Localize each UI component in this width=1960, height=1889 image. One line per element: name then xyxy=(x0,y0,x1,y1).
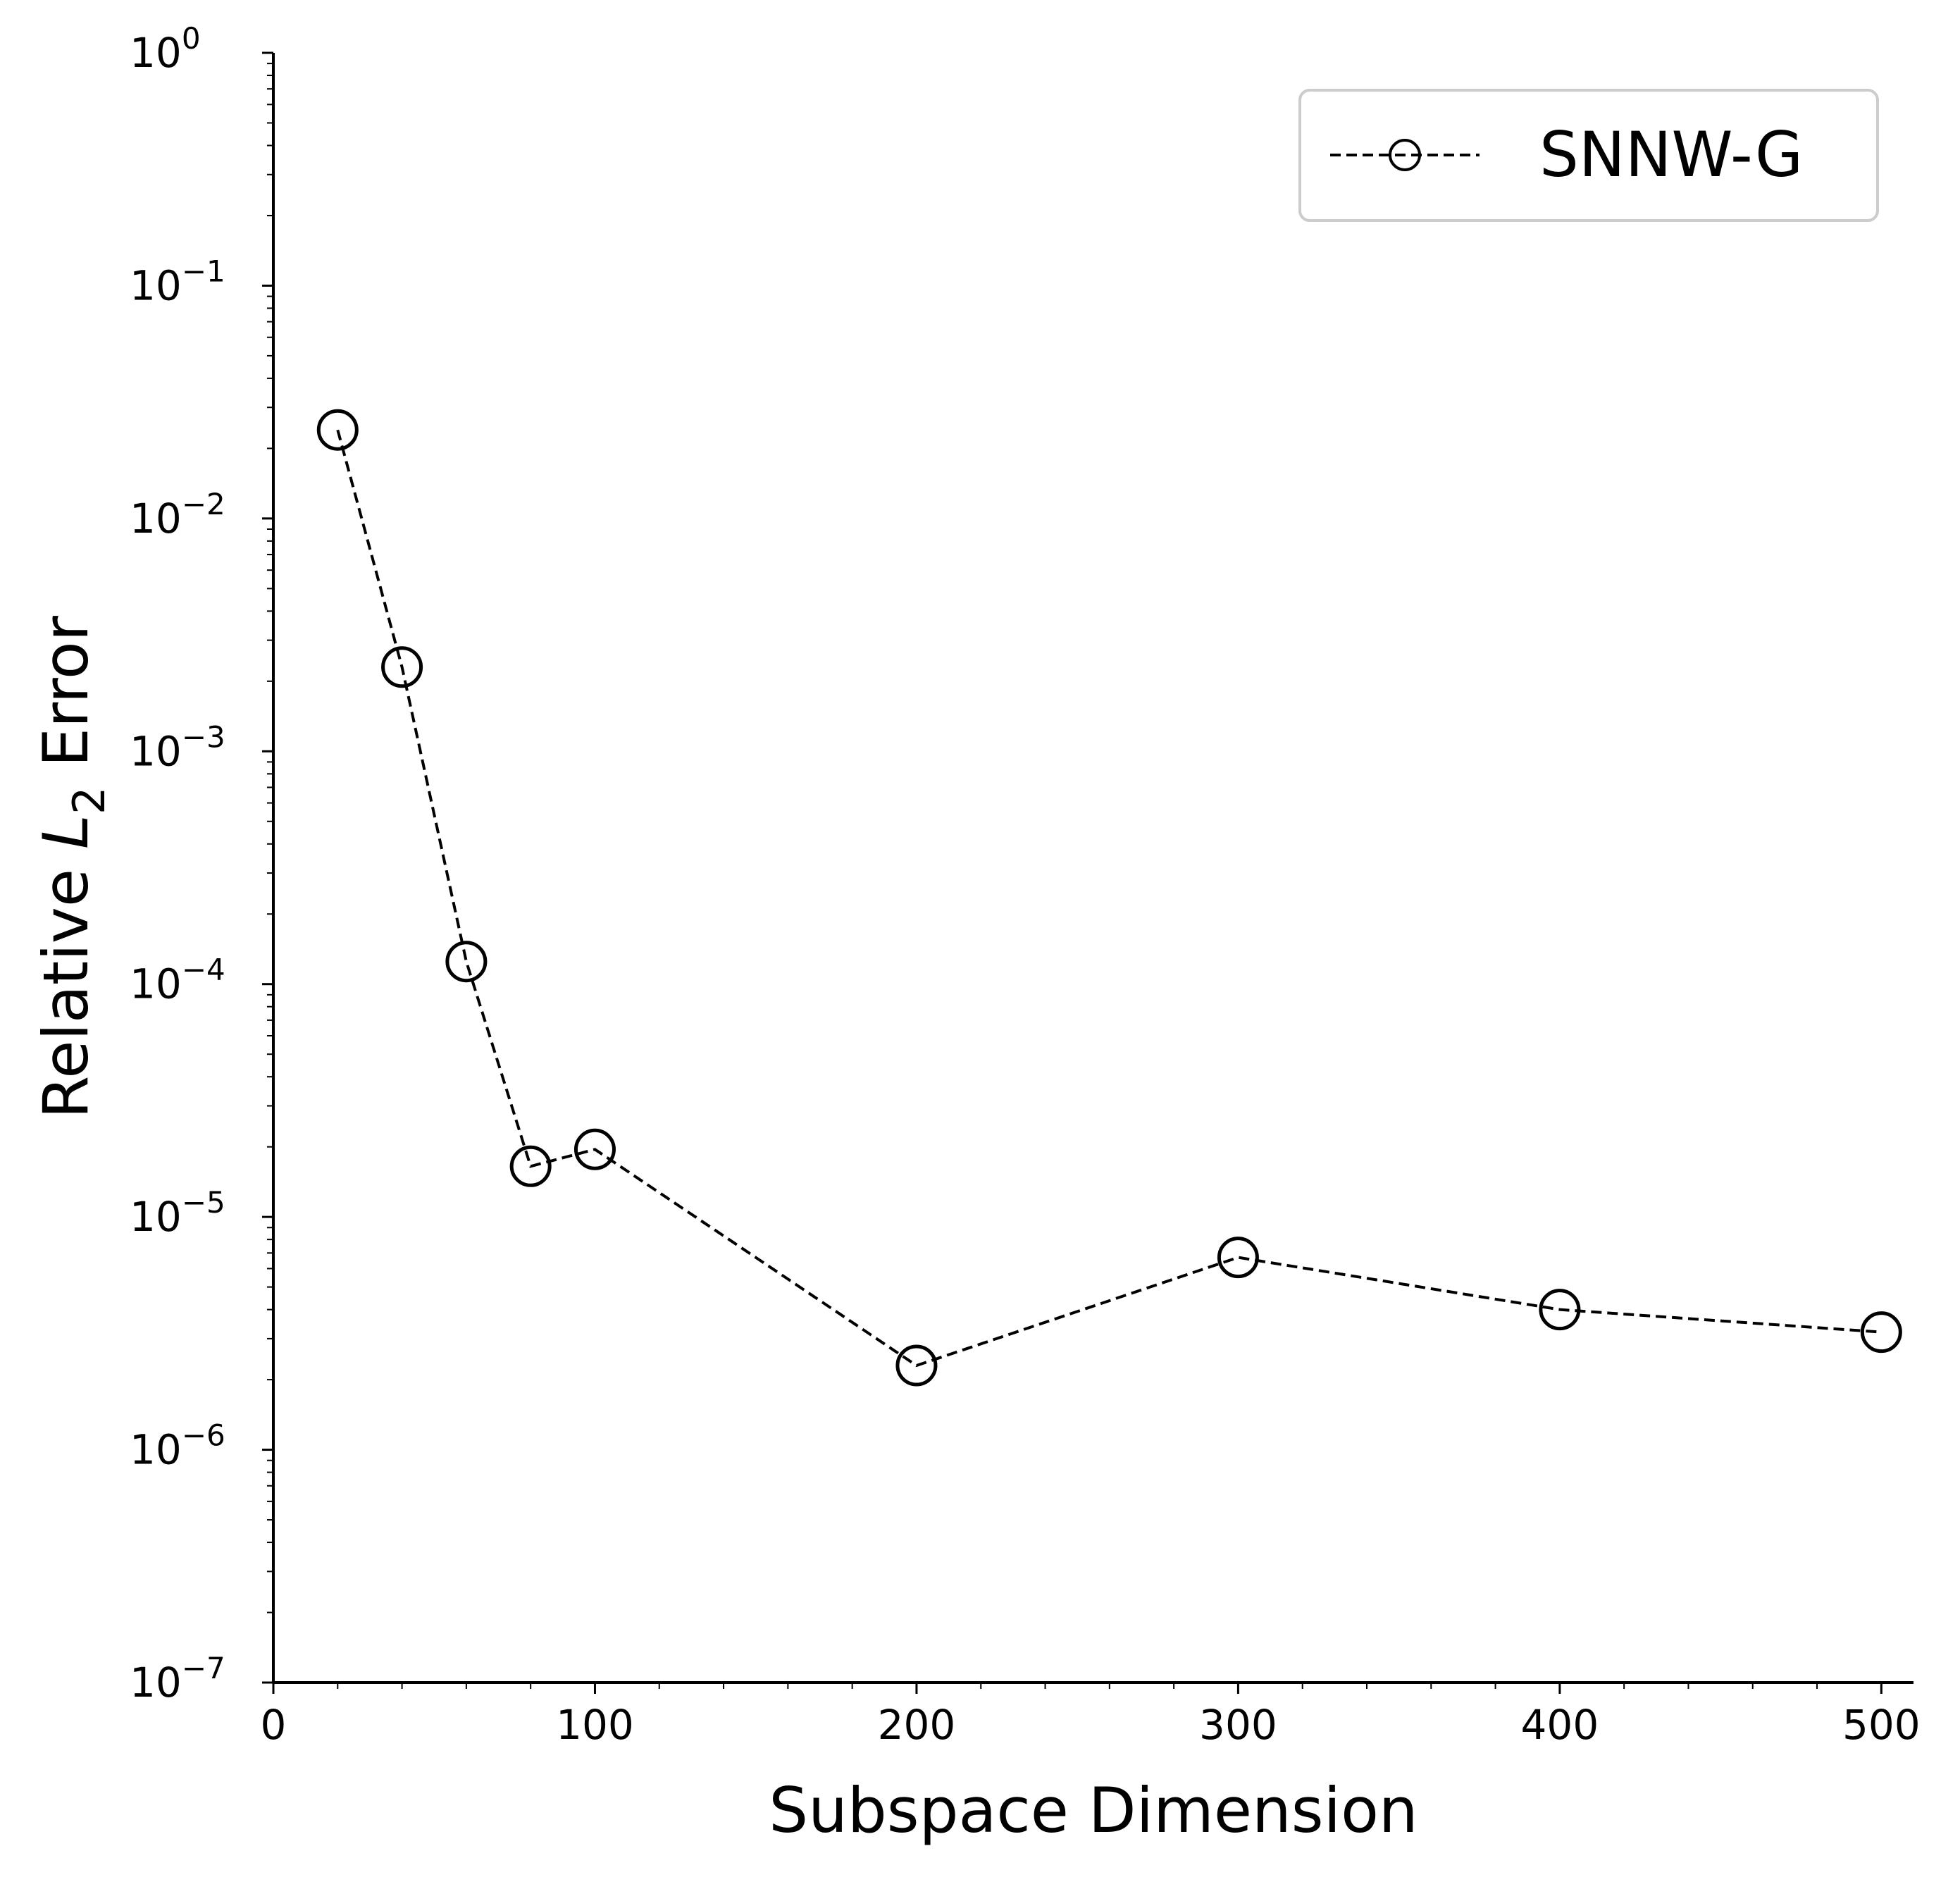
legend-marker-icon xyxy=(1389,139,1421,171)
data-point-marker xyxy=(1217,1237,1259,1279)
y-axis-label: Relative L2 Error xyxy=(30,615,115,1119)
x-tick-label: 200 xyxy=(878,1701,956,1749)
data-point-marker xyxy=(1860,1311,1902,1354)
data-point-marker xyxy=(316,409,359,451)
x-tick-label: 100 xyxy=(556,1701,634,1749)
series-layer xyxy=(316,409,1902,1387)
y-tick-label: 10−4 xyxy=(130,953,225,1008)
data-point-marker xyxy=(445,941,488,983)
legend-box xyxy=(1298,89,1879,222)
x-axis-ticks: 0 100 200 300 400 500 xyxy=(261,1683,1921,1749)
data-point-marker xyxy=(509,1145,552,1187)
x-tick-label: 300 xyxy=(1199,1701,1277,1749)
y-tick-label: 10−6 xyxy=(130,1418,225,1474)
y-tick-label: 10−7 xyxy=(130,1651,225,1707)
y-tick-label: 10−1 xyxy=(130,254,225,309)
data-point-marker xyxy=(381,646,423,688)
x-tick-label: 500 xyxy=(1842,1701,1921,1749)
data-point-marker xyxy=(1539,1289,1581,1331)
y-tick-label: 10−3 xyxy=(130,719,225,775)
x-axis-label: Subspace Dimension xyxy=(769,1774,1418,1847)
data-point-marker xyxy=(573,1128,616,1170)
x-tick-label: 400 xyxy=(1521,1701,1599,1749)
y-tick-label: 10−5 xyxy=(130,1185,225,1241)
legend: SNNW-G xyxy=(1298,89,1879,222)
y-tick-label: 100 xyxy=(130,21,201,77)
legend-label: SNNW-G xyxy=(1539,118,1803,191)
series-line xyxy=(336,429,1882,1368)
data-point-marker xyxy=(895,1344,938,1387)
y-tick-label: 10−2 xyxy=(130,487,225,543)
x-tick-label: 0 xyxy=(261,1701,287,1749)
y-axis-ticks: 10−7 10−6 10−5 10−4 10−3 10−2 10−1 100 xyxy=(130,21,273,1707)
